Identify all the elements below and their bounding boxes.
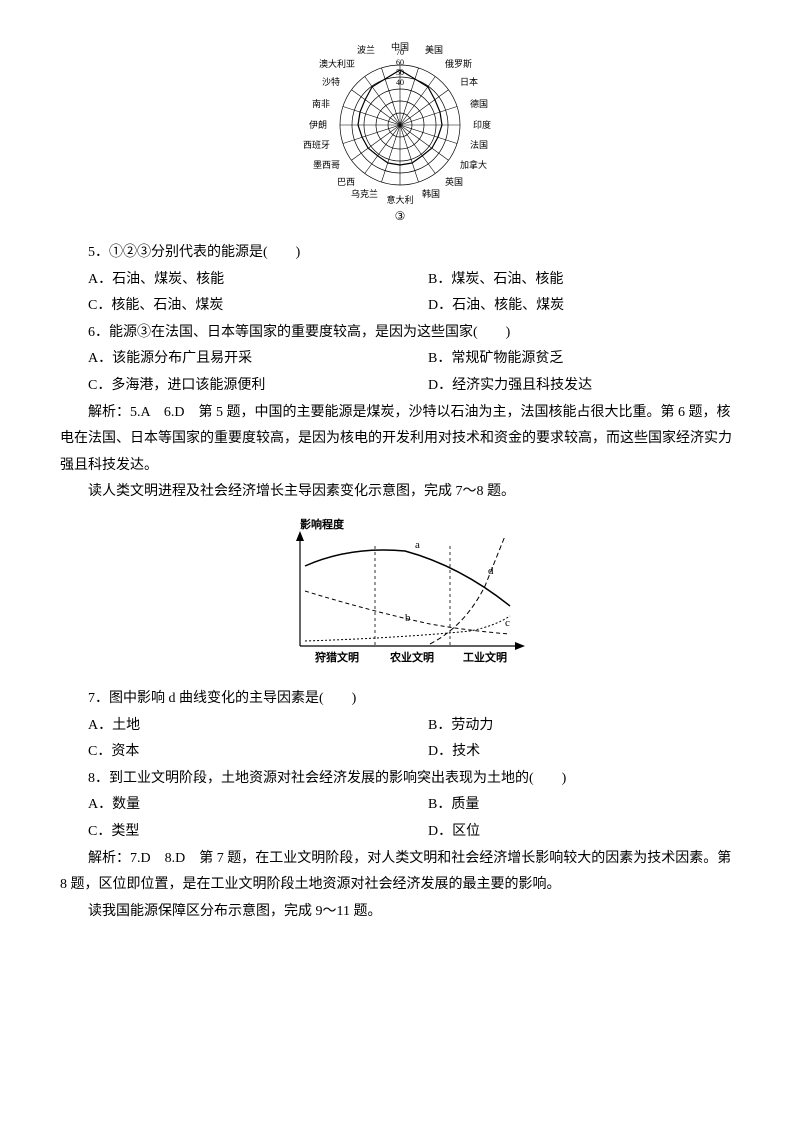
svg-text:狩猎文明: 狩猎文明: [314, 650, 359, 664]
q5-optC: C．核能、石油、煤炭: [60, 293, 400, 320]
svg-text:a: a: [415, 539, 420, 551]
svg-text:c: c: [505, 617, 510, 629]
svg-text:③: ③: [395, 209, 406, 223]
q6-optA: A．该能源分布广且易开采: [60, 346, 400, 373]
svg-text:德国: 德国: [470, 98, 488, 109]
svg-text:影响程度: 影响程度: [300, 517, 345, 531]
analysis-56: 解析：5.A 6.D 第 5 题，中国的主要能源是煤炭，沙特以石油为主，法国核能…: [60, 400, 740, 480]
svg-text:英国: 英国: [445, 176, 463, 187]
radar-chart: 50 40 60 70 中国 美国 俄罗斯 日本: [60, 30, 740, 230]
q7-optC: C．资本: [60, 739, 400, 766]
intro-78: 读人类文明进程及社会经济增长主导因素变化示意图，完成 7～8 题。: [60, 479, 740, 506]
svg-text:波兰: 波兰: [357, 44, 375, 55]
q8-optB: B．质量: [400, 792, 740, 819]
svg-text:南非: 南非: [312, 98, 330, 109]
intro-911: 读我国能源保障区分布示意图，完成 9～11 题。: [60, 899, 740, 926]
svg-text:巴西: 巴西: [337, 177, 355, 187]
svg-text:乌克兰: 乌克兰: [351, 188, 378, 199]
svg-text:d: d: [488, 565, 494, 577]
svg-text:中国: 中国: [391, 41, 409, 52]
svg-text:西班牙: 西班牙: [303, 139, 330, 150]
q7-text: 7．图中影响 d 曲线变化的主导因素是( ): [60, 686, 740, 713]
q8-optC: C．类型: [60, 819, 400, 846]
q8-optD: D．区位: [400, 819, 740, 846]
svg-text:加拿大: 加拿大: [460, 159, 487, 170]
svg-text:伊朗: 伊朗: [309, 119, 327, 130]
svg-text:沙特: 沙特: [322, 76, 340, 87]
q5-optD: D．石油、核能、煤炭: [400, 293, 740, 320]
q5-optA: A．石油、煤炭、核能: [60, 267, 400, 294]
line-chart: 影响程度 a b c d 狩猎文明 农业文明 工业文明: [60, 516, 740, 676]
svg-text:法国: 法国: [470, 139, 488, 150]
q6-optD: D．经济实力强且科技发达: [400, 373, 740, 400]
q6-text: 6．能源③在法国、日本等国家的重要度较高，是因为这些国家( ): [60, 320, 740, 347]
q7-optB: B．劳动力: [400, 713, 740, 740]
q5-text: 5．①②③分别代表的能源是( ): [60, 240, 740, 267]
svg-text:美国: 美国: [425, 44, 443, 55]
svg-text:澳大利亚: 澳大利亚: [319, 58, 355, 69]
q8-optA: A．数量: [60, 792, 400, 819]
svg-text:日本: 日本: [460, 76, 478, 87]
svg-text:意大利: 意大利: [386, 194, 413, 205]
svg-text:韩国: 韩国: [422, 188, 440, 199]
svg-text:墨西哥: 墨西哥: [313, 160, 340, 170]
q8-text: 8．到工业文明阶段，土地资源对社会经济发展的影响突出表现为土地的( ): [60, 766, 740, 793]
q5-optB: B．煤炭、石油、核能: [400, 267, 740, 294]
q6-optB: B．常规矿物能源贫乏: [400, 346, 740, 373]
svg-text:俄罗斯: 俄罗斯: [445, 58, 472, 69]
svg-text:b: b: [405, 612, 411, 624]
q7-optA: A．土地: [60, 713, 400, 740]
svg-text:工业文明: 工业文明: [463, 650, 507, 664]
svg-text:印度: 印度: [473, 119, 491, 130]
analysis-78: 解析：7.D 8.D 第 7 题，在工业文明阶段，对人类文明和社会经济增长影响较…: [60, 846, 740, 899]
q6-optC: C．多海港，进口该能源便利: [60, 373, 400, 400]
q7-optD: D．技术: [400, 739, 740, 766]
svg-text:农业文明: 农业文明: [389, 650, 434, 664]
